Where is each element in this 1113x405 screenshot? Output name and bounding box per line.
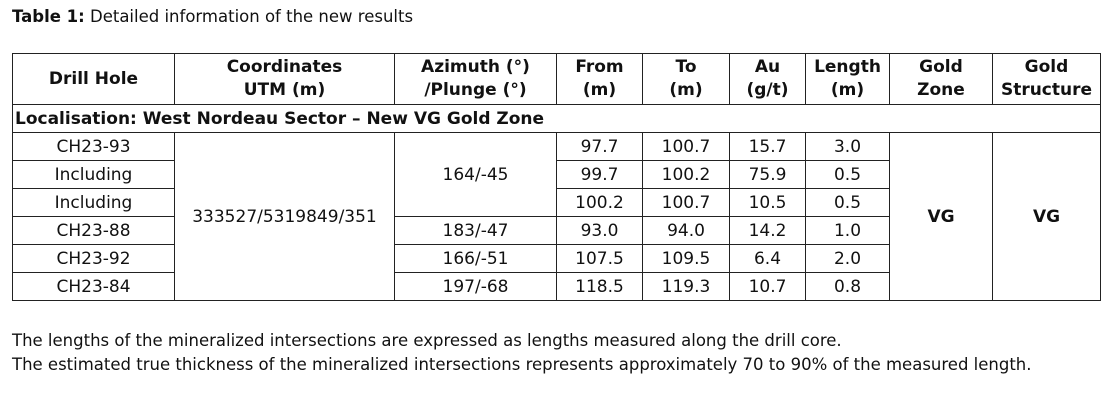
caption-label: Table 1: [12, 7, 85, 26]
results-table: Drill Hole Coordinates UTM (m) Azimuth (°) /… [12, 53, 1101, 301]
header-text: Zone [917, 80, 965, 100]
header-cell: To (m) [642, 53, 730, 105]
value-cell: 100.7 [642, 188, 730, 217]
header-cell: Length (m) [805, 53, 890, 105]
header-text: (m) [582, 80, 617, 100]
value-cell: 15.7 [729, 132, 806, 161]
header-cell: From (m) [556, 53, 643, 105]
header-text: Gold [1024, 57, 1069, 77]
data-row: Including 99.7 100.2 75.9 0.5 [12, 160, 1101, 189]
value-cell: 0.8 [805, 272, 890, 301]
section-cell: Localisation: West Nordeau Sector – New … [12, 104, 1101, 133]
value-cell: 75.9 [729, 160, 806, 189]
coordinates: 333527/5319849/351 [174, 132, 395, 301]
header-text: Structure [1000, 80, 1093, 100]
header-cell: Au (g/t) [729, 53, 806, 105]
note: The estimated true thickness of the mine… [12, 354, 1032, 374]
value-cell: 3.0 [805, 132, 890, 161]
value-cell: 100.7 [642, 132, 730, 161]
value-cell: 100.2 [556, 188, 643, 217]
header-cell: Coordinates UTM (m) [174, 53, 395, 105]
header-text: Drill Hole [48, 68, 139, 89]
drill-hole: CH23-84 [12, 272, 175, 301]
azimuth: 166/-51 [394, 244, 557, 273]
value-cell: 6.4 [729, 244, 806, 273]
drill-hole: CH23-88 [12, 216, 175, 245]
value-cell: 1.0 [805, 216, 890, 245]
header-text: From [575, 57, 624, 77]
data-row: CH23-88 183/-47 93.0 94.0 14.2 1.0 [12, 216, 1101, 245]
header-cell: Drill Hole [12, 53, 175, 105]
header-text: Length [814, 57, 881, 77]
value-cell: 93.0 [556, 216, 643, 245]
data-row: CH23-92 166/-51 107.5 109.5 6.4 2.0 [12, 244, 1101, 273]
header-text: Gold [919, 57, 963, 77]
data-row: CH23-84 197/-68 118.5 119.3 10.7 0.8 [12, 272, 1101, 301]
value-cell: 99.7 [556, 160, 643, 189]
header-cell: Azimuth (°) /Plunge (°) [394, 53, 557, 105]
value-cell: 118.5 [556, 272, 643, 301]
header-cell: Gold Structure [992, 53, 1101, 105]
notes: The lengths of the mineralized intersect… [12, 329, 1102, 376]
value-cell: 94.0 [642, 216, 730, 245]
drill-hole: CH23-93 [12, 132, 175, 161]
data-row: CH23-93 333527/5319849/351 164/-45 97.7 100.… [12, 132, 1101, 301]
header-text: (g/t) [746, 80, 789, 100]
value-cell: 97.7 [556, 132, 643, 161]
value-cell: 119.3 [642, 272, 730, 301]
section-row: Localisation: West Nordeau Sector – New … [12, 104, 1101, 133]
header-text: To [675, 57, 697, 77]
azimuth: 183/-47 [394, 216, 557, 245]
caption: Table 1: Detailed information of the new… [12, 7, 413, 26]
drill-hole: CH23-92 [12, 244, 175, 273]
header-cell: Gold Zone [889, 53, 993, 105]
caption-text: Detailed information of the new results [90, 7, 414, 26]
data-row: Including 100.2 100.7 10.5 0.5 [12, 188, 1101, 217]
azimuth: 164/-45 [394, 132, 557, 217]
value-cell: 107.5 [556, 244, 643, 273]
value-cell: 14.2 [729, 216, 806, 245]
value-cell: 10.7 [729, 272, 806, 301]
gold-zone: VG [889, 132, 993, 301]
header-text: (m) [830, 80, 865, 100]
header-text: /Plunge (°) [424, 80, 527, 100]
value-cell: 0.5 [805, 160, 890, 189]
gold-structure: VG [992, 132, 1101, 301]
value-cell: 10.5 [729, 188, 806, 217]
header-row: Drill Hole Coordinates UTM (m) Azimuth (°) /… [12, 53, 1101, 105]
drill-hole: Including [12, 188, 175, 217]
header-text: (m) [669, 80, 703, 100]
header-text: UTM (m) [243, 80, 326, 100]
azimuth: 197/-68 [394, 272, 557, 301]
header-text: Coordinates [226, 57, 343, 77]
note: The lengths of the mineralized intersect… [12, 331, 842, 350]
value-cell: 2.0 [805, 244, 890, 273]
value-cell: 100.2 [642, 160, 730, 189]
value-cell: 109.5 [642, 244, 730, 273]
value-cell: 0.5 [805, 188, 890, 217]
header-text: Azimuth (°) [421, 57, 530, 77]
drill-hole: Including [12, 160, 175, 189]
header-text: Au [754, 57, 781, 77]
